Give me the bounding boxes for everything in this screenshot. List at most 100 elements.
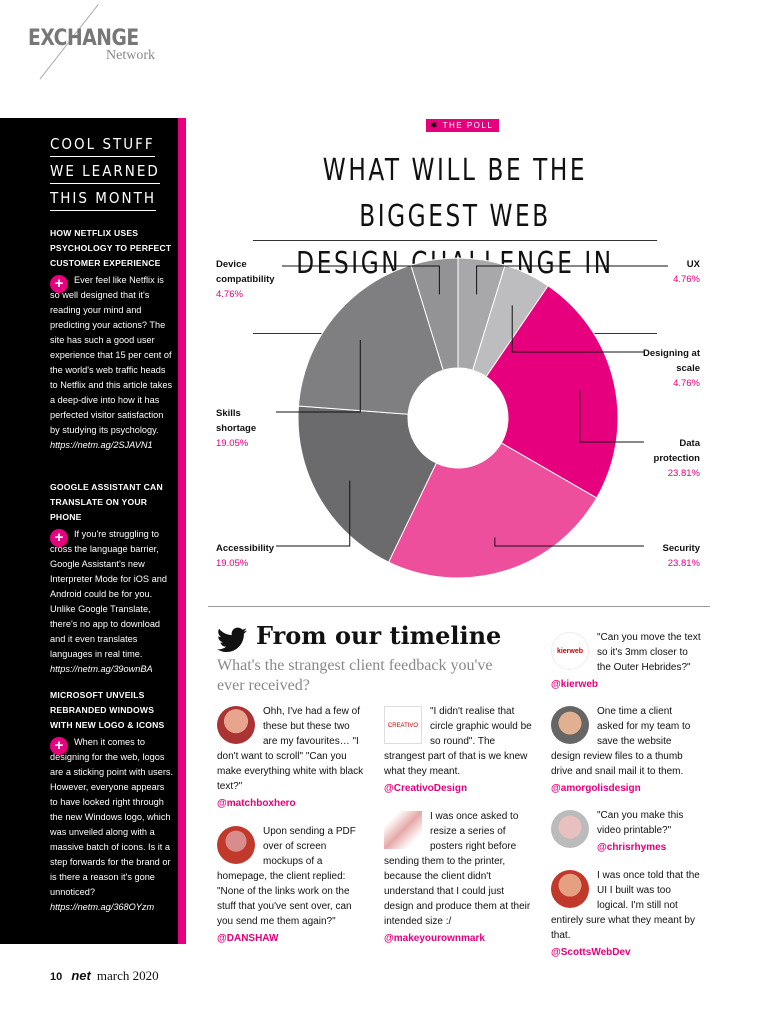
- slice-label: Device compatibility: [216, 259, 275, 285]
- tweet-card: Upon sending a PDF over of screen mockup…: [217, 824, 365, 946]
- sidebar-item-text: Ever feel like Netflix is so well design…: [50, 275, 173, 435]
- tweet-handle[interactable]: @CreativoDesign: [384, 783, 468, 794]
- exchange-logo: EXCHANGE Network: [28, 4, 198, 80]
- sidebar-item-body: + When it comes to designing for the web…: [50, 735, 174, 915]
- slice-value: 23.81%: [667, 468, 700, 479]
- avatar-logo-text: kierweb: [556, 648, 584, 655]
- tweet-card: Ohh, I've had a few of these but these t…: [217, 704, 365, 811]
- poll-tag-label: THE POLL: [442, 121, 494, 130]
- sidebar: COOL STUFF WE LEARNED THIS MONTH HOW NET…: [0, 118, 178, 944]
- slice-value: 4.76%: [216, 289, 243, 300]
- label-ux: UX 4.76%: [620, 257, 700, 287]
- tweet-text: "Can you make this video printable?": [597, 810, 684, 836]
- leader-line: [282, 265, 440, 295]
- leader-line: [494, 537, 644, 547]
- tweet-card: I was once told that the UI I built was …: [551, 868, 701, 960]
- slice-label: UX: [686, 259, 700, 270]
- leader-line: [476, 265, 668, 295]
- leader-line: [276, 340, 361, 413]
- tweet-handle[interactable]: @matchboxhero: [217, 798, 296, 809]
- timeline-title: From our timeline: [256, 621, 502, 650]
- leader-line: [511, 305, 644, 353]
- twitter-bird-icon: [217, 627, 247, 652]
- tweet-handle[interactable]: @amorgolisdesign: [551, 783, 641, 794]
- timeline-subtitle: What's the strangest client feedback you…: [217, 657, 493, 694]
- tweet-handle[interactable]: @chrisrhymes: [597, 842, 667, 853]
- donut-svg: [276, 257, 668, 579]
- sidebar-item-heading: GOOGLE ASSISTANT CAN TRANSLATE ON YOUR P…: [50, 482, 163, 522]
- sidebar-item-microsoft: MICROSOFT UNVEILS REBRANDED WINDOWS WITH…: [50, 688, 174, 915]
- tweet-handle[interactable]: @DANSHAW: [217, 933, 279, 944]
- sidebar-item-netflix: HOW NETFLIX USES PSYCHOLOGY TO PERFECT C…: [50, 226, 174, 453]
- tweet-handle[interactable]: @kierweb: [551, 679, 598, 690]
- pin-icon: ✱: [430, 120, 440, 130]
- avatar: [551, 810, 589, 848]
- sidebar-item-link[interactable]: https://netm.ag/2SJAVN1: [50, 440, 153, 450]
- avatar: [217, 826, 255, 864]
- plus-icon: +: [50, 529, 68, 547]
- section-divider: [208, 606, 710, 607]
- tweet-text: "I didn't realise that circle graphic wo…: [384, 706, 532, 777]
- donut-slice-device-compatibility: [410, 257, 459, 371]
- sidebar-item-link[interactable]: https://netm.ag/39ownBA: [50, 664, 153, 674]
- label-accessibility: Accessibility 19.05%: [216, 541, 296, 571]
- donut-slice-data-protection: [485, 285, 619, 499]
- avatar-creativo-logo: CREATIVO: [384, 706, 422, 744]
- tweet-card: CREATIVO "I didn't realise that circle g…: [384, 704, 532, 796]
- slice-label: Skills shortage: [216, 408, 257, 434]
- sidebar-item-text: When it comes to designing for the web, …: [50, 737, 174, 897]
- tweet-card: One time a client asked for my team to s…: [551, 704, 701, 796]
- slice-value: 23.81%: [667, 558, 700, 569]
- sidebar-title: COOL STUFF WE LEARNED THIS MONTH: [50, 132, 170, 213]
- avatar: [551, 870, 589, 908]
- donut-slice-skills-shortage: [297, 264, 444, 415]
- label-device-compatibility: Device compatibility 4.76%: [216, 257, 296, 302]
- leader-line: [276, 480, 351, 547]
- label-security: Security 23.81%: [620, 541, 701, 571]
- avatar: [217, 706, 255, 744]
- tweet-text: I was once asked to resize a series of p…: [384, 811, 531, 927]
- avatar: [384, 811, 422, 849]
- plus-icon: +: [50, 737, 68, 755]
- label-data-protection: Data protection 23.81%: [640, 436, 700, 481]
- sidebar-item-link[interactable]: https://netm.ag/368OYzm: [50, 902, 155, 912]
- slice-label: Accessibility: [216, 543, 275, 554]
- sidebar-title-line: COOL STUFF: [50, 132, 155, 157]
- sidebar-item-heading: HOW NETFLIX USES PSYCHOLOGY TO PERFECT C…: [50, 228, 172, 268]
- magazine-name: net: [71, 968, 91, 983]
- avatar-logo-text: CREATIVO: [387, 723, 419, 729]
- avatar: [551, 706, 589, 744]
- leader-line: [579, 390, 644, 443]
- tweet-text: "Can you move the text so it's 3mm close…: [597, 632, 701, 673]
- tweet-card: kierweb "Can you move the text so it's 3…: [551, 630, 701, 692]
- slice-value: 4.76%: [673, 378, 700, 389]
- donut-slice-security: [387, 442, 598, 579]
- sidebar-item-body: + If you're struggling to cross the lang…: [50, 527, 174, 677]
- page-footer: 10 net march 2020: [50, 968, 159, 984]
- sidebar-item-text: If you're struggling to cross the langua…: [50, 529, 167, 659]
- tweet-text: Ohh, I've had a few of these but these t…: [217, 706, 364, 792]
- slice-label: Security: [662, 543, 701, 554]
- label-skills-shortage: Skills shortage 19.05%: [216, 406, 276, 451]
- label-designing-at-scale: Designing at scale 4.76%: [640, 346, 700, 391]
- slice-value: 19.05%: [216, 558, 249, 569]
- tweet-card: I was once asked to resize a series of p…: [384, 809, 532, 946]
- page-number: 10: [50, 971, 63, 983]
- tweet-card: "Can you make this video printable?" @ch…: [551, 808, 701, 855]
- avatar-kierweb-logo: kierweb: [551, 632, 589, 670]
- sidebar-item-heading: MICROSOFT UNVEILS REBRANDED WINDOWS WITH…: [50, 690, 165, 730]
- logo-main-text: EXCHANGE: [28, 26, 139, 51]
- slice-label: Data protection: [653, 438, 700, 464]
- poll-title-line: WHAT WILL BE THE BIGGEST WEB: [252, 148, 658, 241]
- slice-value: 19.05%: [216, 438, 249, 449]
- sidebar-title-line: THIS MONTH: [50, 186, 156, 211]
- tweet-text: One time a client asked for my team to s…: [551, 706, 691, 777]
- sidebar-pink-stripe: [178, 118, 186, 944]
- donut-slice-accessibility: [297, 405, 437, 563]
- tweet-handle[interactable]: @makeyourownmark: [384, 933, 485, 944]
- tweet-handle[interactable]: @ScottsWebDev: [551, 947, 631, 958]
- sidebar-item-body: + Ever feel like Netflix is so well desi…: [50, 273, 174, 453]
- tweet-text: I was once told that the UI I built was …: [551, 870, 700, 941]
- donut-chart: Device compatibility 4.76% UX 4.76% Desi…: [200, 240, 720, 590]
- slice-value: 4.76%: [673, 274, 700, 285]
